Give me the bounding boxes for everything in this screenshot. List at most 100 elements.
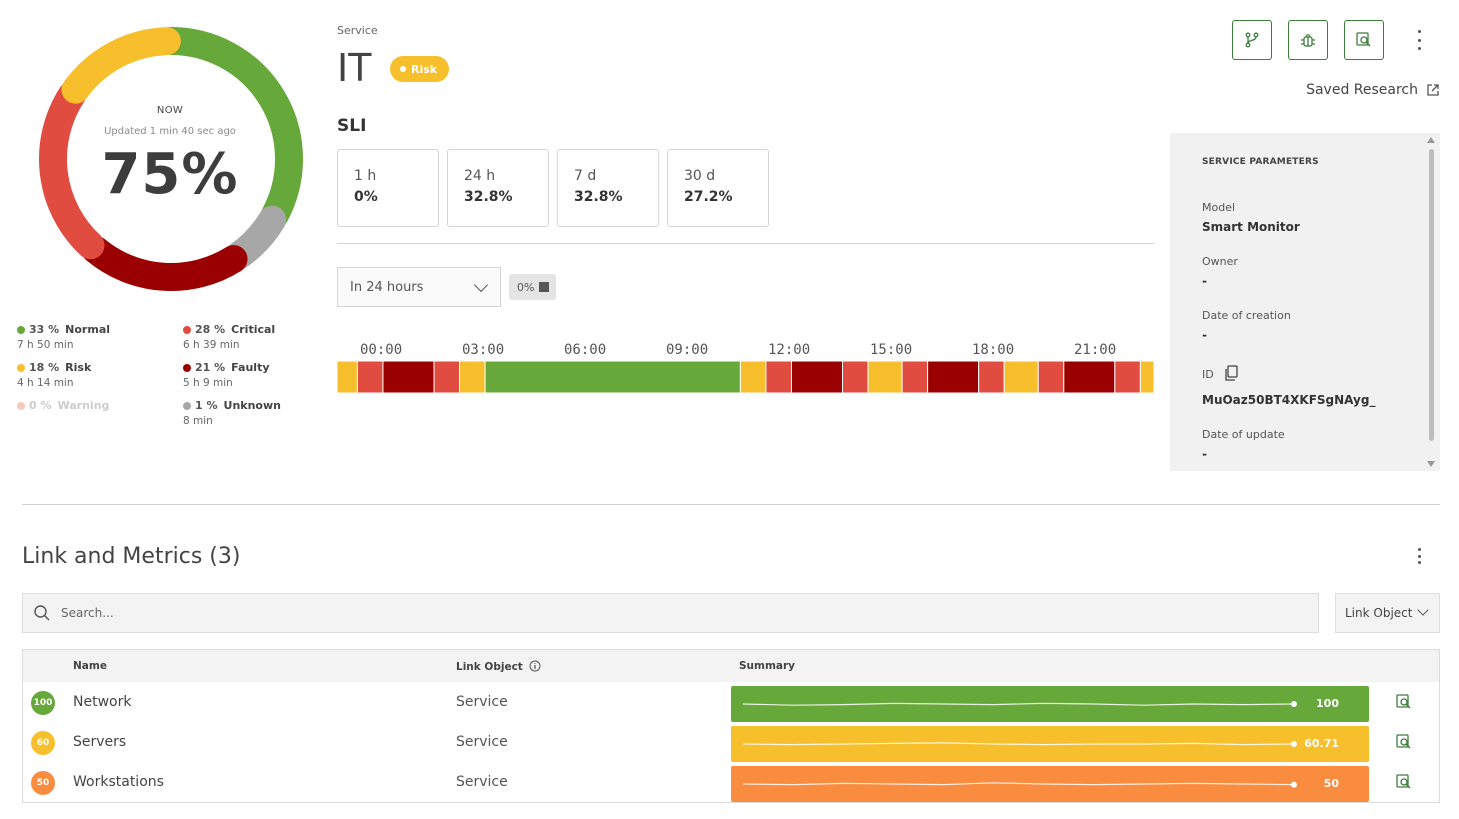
table-row[interactable]: 60 Servers Service 60.71 [23,723,1439,763]
timeline-segment-faulty[interactable] [927,361,980,393]
scroll-up-icon[interactable] [1427,137,1435,143]
divider [22,504,1440,505]
row-link-object: Service [456,734,508,750]
scroll-down-icon[interactable] [1427,461,1435,467]
row-name[interactable]: Network [73,694,132,710]
legend-item-normal: 33 % Normal 7 h 50 min [17,323,111,351]
timeline-segment-critical[interactable] [842,361,869,393]
summary-value: 60.71 [1304,737,1339,750]
table-row[interactable]: 100 Network Service 100 [23,683,1439,723]
table-row[interactable]: 50 Workstations Service 50 [23,763,1439,803]
timeline-segment-critical[interactable] [978,361,1005,393]
timeline-segment-critical[interactable] [1037,361,1065,393]
timeline-tick: 00:00 [360,342,403,358]
donut-segment-risk [61,27,181,104]
row-name[interactable]: Workstations [73,774,164,790]
column-name[interactable]: Name [73,660,107,672]
owner-value: - [1202,274,1207,288]
timeline-tick: 12:00 [768,342,811,358]
branch-icon [1245,32,1259,48]
sparkline-end-dot [1291,701,1297,707]
status-timeline[interactable] [337,361,1154,393]
bug-icon [1301,34,1315,47]
copy-icon[interactable] [1225,365,1239,381]
timeline-segment-normal[interactable] [484,361,741,393]
sparkline-path [742,782,1295,786]
unknown-dot-icon [183,401,191,410]
summary-bar: 100 [731,686,1369,722]
summary-bar: 60.71 [731,726,1369,762]
timeline-tick: 21:00 [1074,342,1117,358]
timeline-segment-risk[interactable] [459,361,486,393]
row-name[interactable]: Servers [73,734,127,750]
branch-button[interactable] [1232,20,1272,60]
timeline-segment-critical[interactable] [765,361,792,393]
timeline-segment-critical[interactable] [433,361,461,393]
timeline-tick: 06:00 [564,342,607,358]
donut-value: 75% [101,142,239,207]
research-icon[interactable] [1395,773,1413,791]
research-icon[interactable] [1395,733,1413,751]
timeline-segment-risk[interactable] [1139,361,1154,393]
sparkline [742,701,1297,707]
timeline-segment-faulty[interactable] [790,361,844,393]
kebab-icon [1416,30,1422,50]
summary-bar: 50 [731,766,1369,802]
normal-dot-icon [17,325,25,334]
sli-card-30d: 30 d 27.2% [667,149,769,227]
timeline-segment-risk[interactable] [867,361,903,393]
legend-item-faulty: 21 % Faulty 5 h 9 min [183,361,270,389]
info-icon [529,660,541,672]
timeline-segment-faulty[interactable] [1063,361,1116,393]
owner-label: Owner [1202,255,1238,268]
threshold-chip[interactable]: 0% [509,274,556,300]
sli-card-24h: 24 h 32.8% [447,149,549,227]
donut-segment-faulty [81,235,248,291]
legend-item-risk: 18 % Risk 4 h 14 min [17,361,92,389]
summary-value: 50 [1323,777,1339,790]
timeline-segment-risk[interactable] [337,361,358,393]
magnify-document-icon [1356,32,1371,47]
scrollbar[interactable] [1429,149,1434,441]
donut-segment-normal [157,27,303,229]
divider [337,243,1154,244]
updated-value: - [1202,447,1207,461]
range-select[interactable]: In 24 hours [337,267,501,307]
model-value: Smart Monitor [1202,220,1300,234]
research-icon[interactable] [1395,693,1413,711]
link-object-filter[interactable]: Link Object [1335,593,1440,633]
timeline-segment-critical[interactable] [901,361,929,393]
sli-card-1h: 1 h 0% [337,149,439,227]
timeline-tick: 18:00 [972,342,1015,358]
faulty-dot-icon [183,363,191,372]
score-badge: 50 [31,771,55,795]
saved-research-link[interactable]: Saved Research [1300,82,1440,98]
timeline-segment-risk[interactable] [1003,361,1039,393]
more-menu-button[interactable] [1416,30,1422,50]
donut-now-label: NOW [156,105,184,116]
timeline-segment-risk[interactable] [739,361,767,393]
research-button[interactable] [1344,20,1384,60]
donut-segment-critical [39,80,105,260]
critical-dot-icon [183,325,191,334]
sparkline [742,741,1297,747]
timeline-segment-critical[interactable] [1114,361,1141,393]
column-link-object[interactable]: Link Object [456,660,541,673]
score-badge: 60 [31,731,55,755]
chevron-down-icon [473,277,489,293]
service-parameters-panel: SERVICE PARAMETERS Model Smart Monitor O… [1170,133,1440,471]
chevron-down-icon [1417,604,1429,616]
page-title: IT [337,46,372,90]
row-link-object: Service [456,694,508,710]
section-more-button[interactable] [1416,548,1422,564]
timeline-segment-critical[interactable] [356,361,384,393]
table-header: Name Link Object Summary [23,650,1439,682]
bug-button[interactable] [1288,20,1328,60]
status-badge: Risk [390,56,450,82]
search-input[interactable] [61,606,661,620]
legend-item-unknown: 1 % Unknown 8 min [183,399,281,427]
timeline-tick: 03:00 [462,342,505,358]
sparkline [742,781,1297,788]
summary-value: 100 [1316,697,1339,710]
timeline-segment-faulty[interactable] [382,361,435,393]
